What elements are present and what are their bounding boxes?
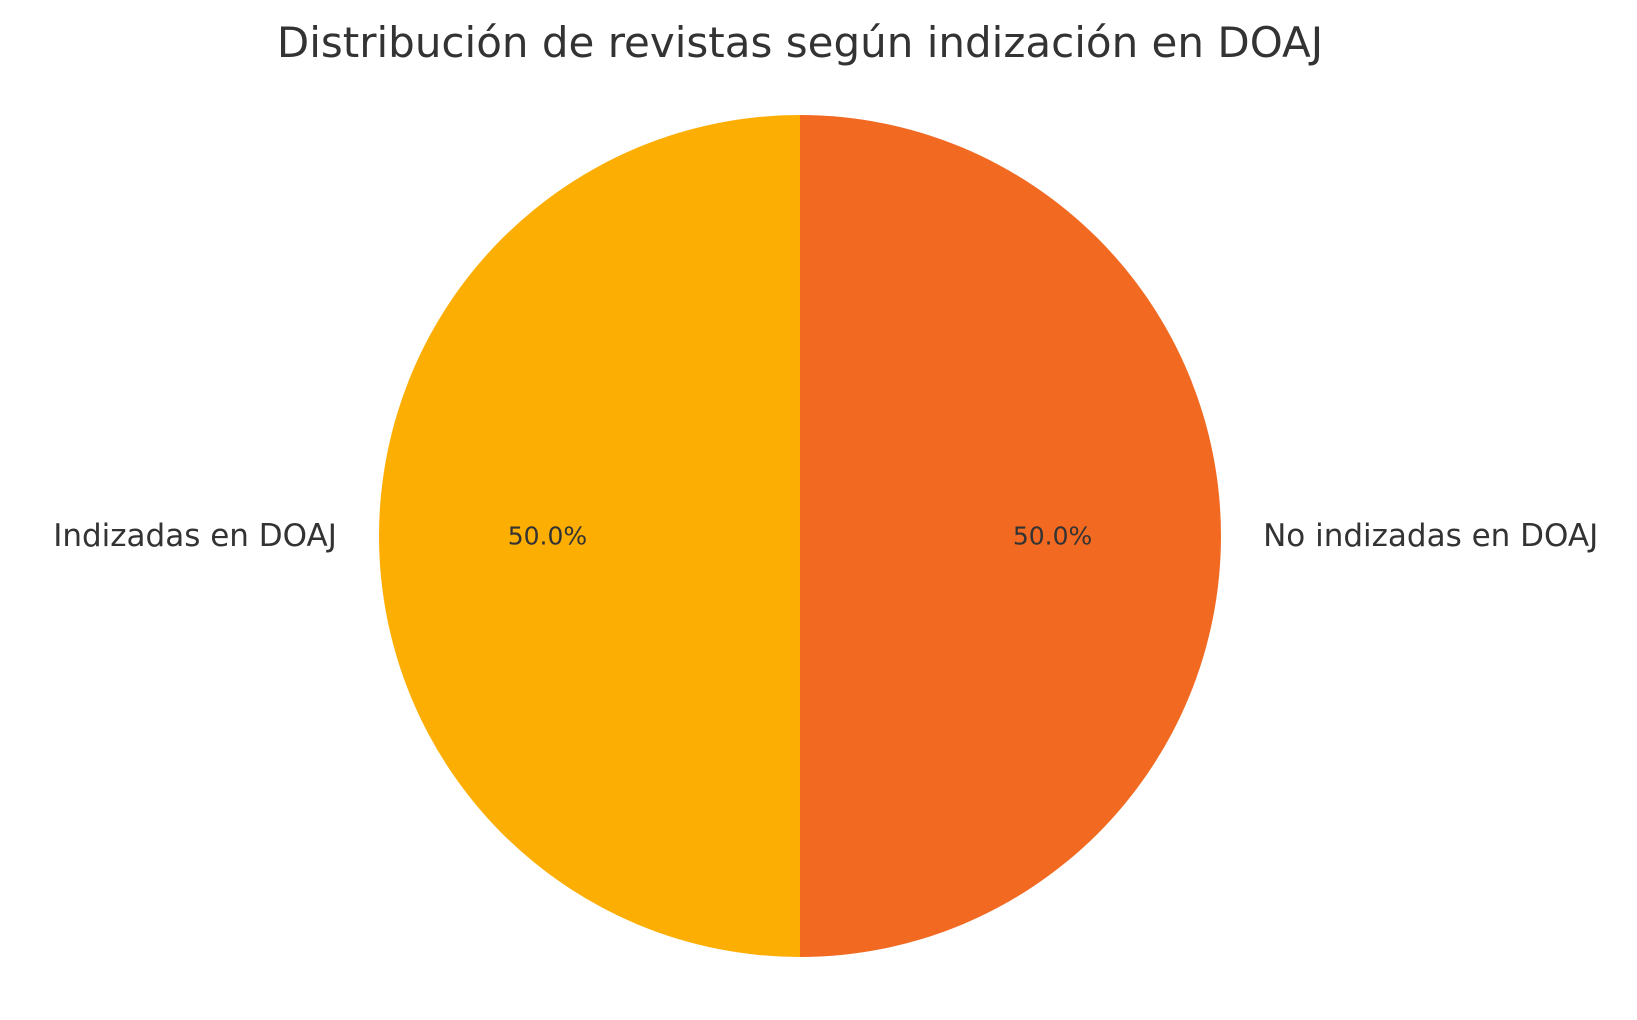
pie-slice-indizadas-en-doaj bbox=[379, 115, 800, 957]
slice-category-label-no-indizadas-en-doaj: No indizadas en DOAJ bbox=[1263, 518, 1598, 554]
labels-layer: 50.0% Indizadas en DOAJ 50.0% No indizadas … bbox=[53, 518, 1598, 554]
slice-category-label-indizadas-en-doaj: Indizadas en DOAJ bbox=[53, 518, 337, 554]
chart-title: Distribución de revistas según indizació… bbox=[277, 18, 1323, 67]
slice-percent-label-indizadas-en-doaj: 50.0% bbox=[508, 522, 587, 551]
slices-layer bbox=[379, 115, 1221, 957]
slice-percent-label-no-indizadas-en-doaj: 50.0% bbox=[1013, 522, 1092, 551]
pie-slice-no-indizadas-en-doaj bbox=[800, 115, 1221, 957]
